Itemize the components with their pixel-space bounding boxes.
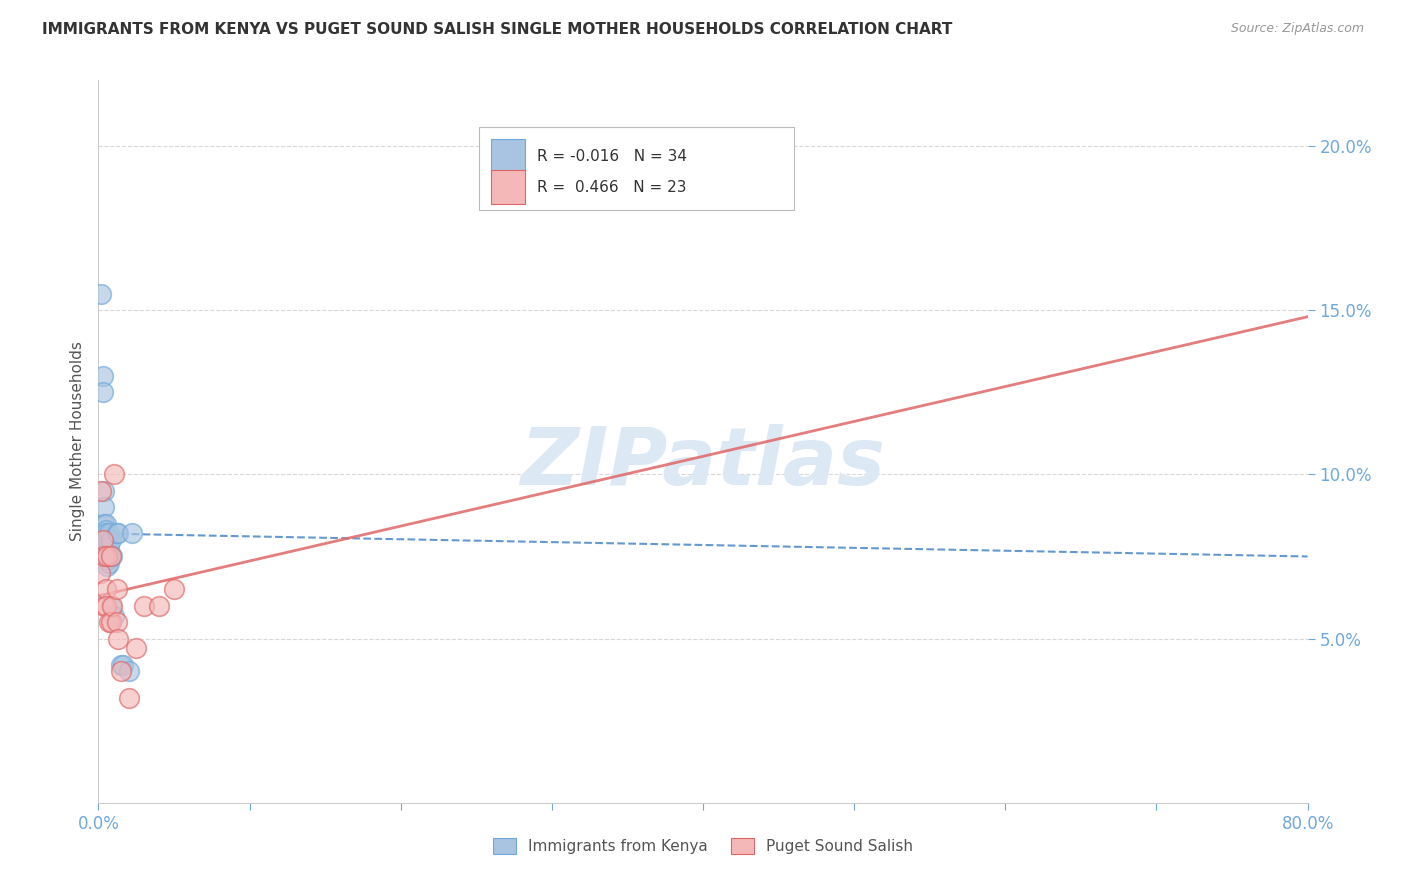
Text: Source: ZipAtlas.com: Source: ZipAtlas.com [1230, 22, 1364, 36]
Point [118, 690, 141, 705]
Point [94, 582, 117, 597]
Point [96, 533, 118, 547]
Point [91, 368, 114, 383]
Point [93, 483, 115, 498]
Point [90, 526, 112, 541]
Point [105, 582, 128, 597]
Point [91, 385, 114, 400]
Text: ZIPatlas: ZIPatlas [520, 425, 886, 502]
Point [111, 657, 134, 672]
Point [94, 540, 117, 554]
Point [100, 533, 122, 547]
Point [163, 582, 186, 597]
Point [103, 608, 125, 623]
Point [96, 546, 118, 560]
Text: R =  0.466   N = 23: R = 0.466 N = 23 [537, 179, 688, 194]
Point [100, 615, 122, 630]
Point [101, 599, 124, 613]
Point [105, 526, 128, 541]
Point [121, 526, 143, 541]
Point [89, 566, 111, 580]
Point [93, 516, 115, 531]
Point [98, 556, 121, 570]
Point [94, 549, 117, 564]
Point [107, 632, 129, 646]
Point [93, 500, 115, 515]
Point [110, 665, 132, 679]
Point [98, 526, 121, 541]
FancyBboxPatch shape [479, 128, 793, 211]
Point [132, 599, 155, 613]
Text: R = -0.016   N = 34: R = -0.016 N = 34 [537, 149, 688, 164]
Point [94, 526, 117, 541]
Point [98, 549, 121, 564]
Point [148, 599, 170, 613]
Point [96, 553, 118, 567]
Point [96, 549, 118, 564]
Point [89, 526, 111, 541]
Point [94, 536, 117, 550]
Point [692, 139, 714, 153]
Point [96, 559, 118, 574]
Point [91, 533, 114, 547]
Point [105, 615, 128, 630]
Legend: Immigrants from Kenya, Puget Sound Salish: Immigrants from Kenya, Puget Sound Salis… [486, 832, 920, 860]
Point [100, 549, 122, 564]
Point [98, 615, 121, 630]
Text: IMMIGRANTS FROM KENYA VS PUGET SOUND SALISH SINGLE MOTHER HOUSEHOLDS CORRELATION: IMMIGRANTS FROM KENYA VS PUGET SOUND SAL… [42, 22, 952, 37]
Point [110, 657, 132, 672]
Point [103, 467, 125, 482]
Point [98, 540, 121, 554]
Point [100, 599, 122, 613]
Y-axis label: Single Mother Households: Single Mother Households [69, 342, 84, 541]
FancyBboxPatch shape [492, 169, 526, 204]
Point [93, 526, 115, 541]
Point [90, 286, 112, 301]
Point [125, 641, 148, 656]
Point [94, 523, 117, 537]
Point [107, 526, 129, 541]
FancyBboxPatch shape [492, 139, 526, 174]
Point [118, 665, 141, 679]
Point [94, 599, 117, 613]
Point [93, 599, 115, 613]
Point [90, 483, 112, 498]
Point [94, 530, 117, 544]
Point [101, 549, 124, 564]
Point [94, 516, 117, 531]
Point [93, 549, 115, 564]
